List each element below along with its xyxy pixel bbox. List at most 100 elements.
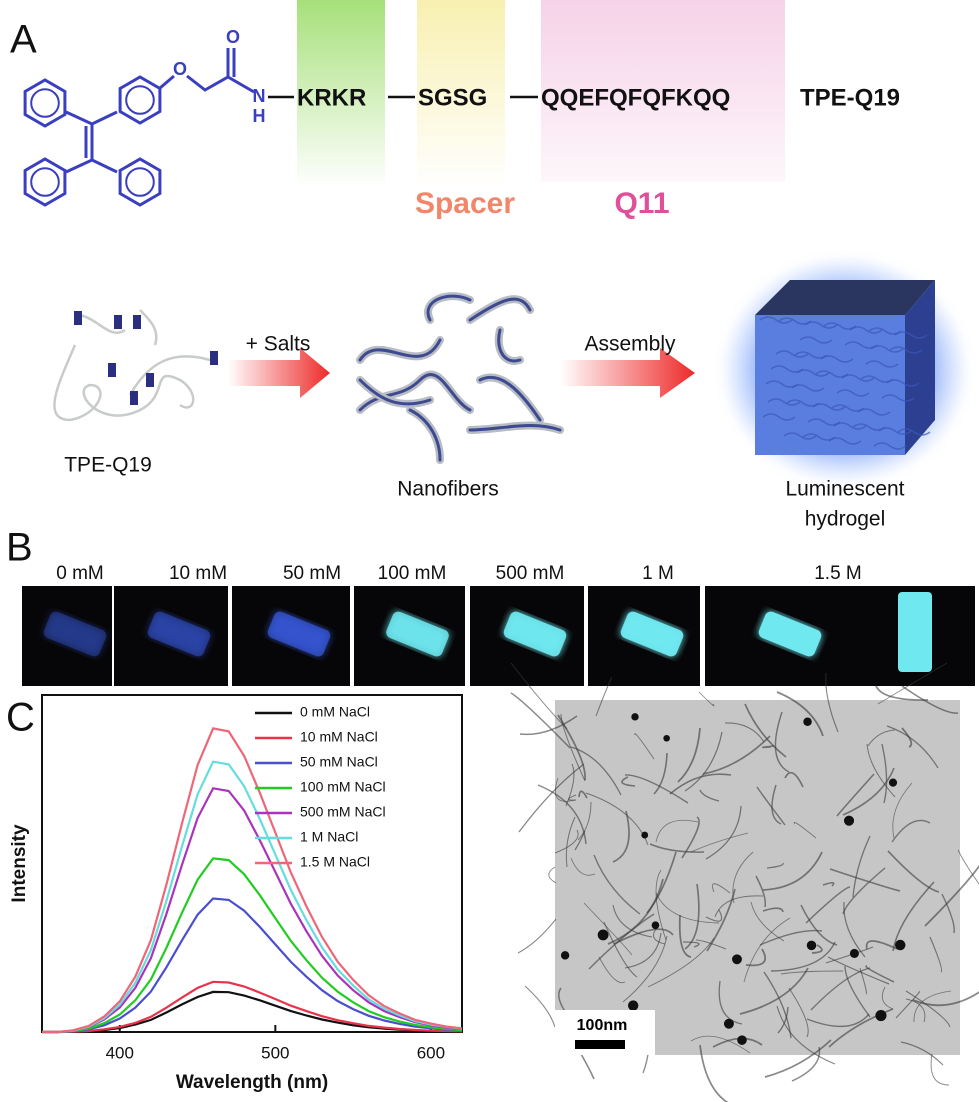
gel-texture (778, 317, 812, 325)
tem-aggregate (663, 734, 670, 742)
tem-fiber (771, 784, 782, 825)
gel-texture (783, 432, 817, 440)
tem-fiber (557, 714, 586, 781)
tem-fiber (836, 773, 875, 817)
tem-fiber (793, 821, 817, 839)
tem-fiber (655, 869, 667, 941)
tem-fiber (677, 727, 701, 783)
tem-fiber (578, 790, 588, 799)
atom-label: O (173, 59, 187, 79)
arrow-label: + Salts (246, 333, 311, 356)
nanofiber (468, 424, 562, 432)
tpe-unit (146, 373, 154, 387)
tem-fiber (706, 888, 736, 952)
atom-label: O (226, 27, 240, 47)
scale-bar (575, 1040, 625, 1049)
vial (386, 611, 449, 657)
tem-fiber (852, 835, 871, 898)
tem-fiber (776, 1005, 836, 1065)
tpe-unit (133, 315, 141, 329)
tem-fiber (524, 985, 556, 1028)
tem-fiber (684, 883, 700, 950)
step-label: Nanofibers (397, 478, 499, 501)
tem-fiber (613, 928, 674, 945)
ring (23, 78, 67, 128)
tem-image: 100nm (510, 662, 979, 1102)
tem-fiber (743, 917, 791, 983)
tem-fiber (705, 909, 723, 922)
tem-fiber (583, 902, 633, 956)
inverted-vial (898, 592, 932, 672)
tem-fiber (766, 862, 784, 869)
tem-fiber (702, 735, 771, 775)
legend-label: 50 mM NaCl (300, 754, 378, 770)
tem-fiber (655, 819, 699, 843)
nanofiber (358, 338, 442, 362)
tem-fiber (678, 914, 692, 958)
tem-fiber (755, 875, 767, 908)
tem-fiber (822, 881, 835, 887)
concentration-label: 1 M (642, 563, 674, 584)
tem-fiber (844, 965, 871, 1018)
tem-fiber (929, 936, 943, 973)
series-line (42, 857, 463, 1034)
peptide-name: TPE-Q19 (800, 84, 900, 111)
vial-glow (147, 611, 211, 657)
tem-fiber (593, 854, 641, 915)
sequence: QQEFQFQFKQQ (541, 84, 730, 111)
tem-fiber (892, 782, 913, 839)
schematic (53, 255, 970, 485)
tem-fiber (603, 921, 638, 978)
cube-side (905, 280, 935, 455)
tem-aggregate (631, 713, 639, 721)
plot-frame (41, 694, 463, 1033)
tem-fiber (805, 886, 851, 924)
tem-fiber (574, 830, 586, 851)
gel-texture (786, 399, 820, 407)
tem-fiber (886, 725, 939, 769)
ring-inner (125, 167, 155, 197)
legend-label: 100 mM NaCl (300, 779, 386, 795)
tem-aggregate (732, 954, 742, 965)
tem-fiber (718, 980, 743, 1025)
tem-fiber (622, 935, 668, 1003)
tem-fiber (690, 832, 749, 853)
gel-texture (775, 350, 809, 358)
x-axis-label: Wavelength (nm) (176, 1072, 328, 1093)
tem-fiber (777, 1006, 789, 1034)
series-line (42, 760, 463, 1034)
tem-fiber (588, 913, 655, 970)
tem-fiber (892, 881, 935, 952)
tem-fiber (624, 774, 689, 804)
tem-fiber (548, 866, 557, 884)
gel-texture (873, 442, 907, 450)
ring-inner (30, 167, 60, 197)
tem-fiber (811, 944, 823, 954)
series-line (42, 980, 463, 1034)
gel-texture (799, 336, 833, 344)
tem-fiber (577, 801, 592, 841)
spacer-label: Spacer (415, 187, 515, 220)
gel-texture (794, 351, 828, 359)
step-label: hydrogel (805, 508, 886, 531)
tem-fiber (570, 857, 596, 876)
tem-aggregate (723, 1018, 734, 1029)
tem-fiber (565, 816, 576, 868)
gel-texture (852, 423, 886, 431)
kr-highlight (297, 0, 385, 188)
tem-fiber (762, 851, 823, 891)
tem-fiber (705, 805, 742, 860)
panel-label: A (10, 18, 37, 62)
arrow (560, 348, 695, 398)
concentration-label: 50 mM (283, 563, 341, 584)
atom-label: H (253, 106, 266, 126)
tem-fiber (842, 767, 895, 816)
arrow (228, 348, 330, 398)
tem-fiber (827, 956, 890, 985)
sequence: KRKR (297, 84, 366, 111)
tem-fiber (891, 819, 931, 843)
vial (267, 611, 331, 657)
x-tick-label: 600 (417, 1043, 445, 1062)
tem-fiber (732, 851, 754, 904)
tem-fiber (598, 956, 626, 984)
